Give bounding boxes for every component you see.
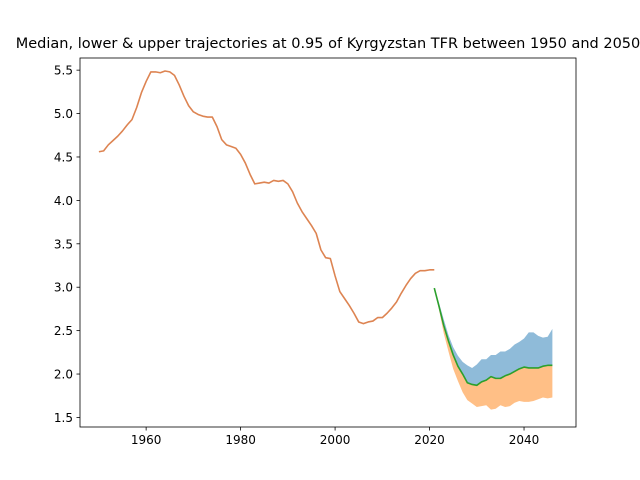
- x-tick-label: 2040: [509, 433, 540, 447]
- historical-tfr-line: [98, 70, 435, 325]
- y-tick-label: 1.5: [54, 411, 73, 425]
- x-tick-label: 2000: [320, 433, 351, 447]
- x-axis: 1960 1980 2000 2020 2040: [131, 427, 539, 447]
- y-tick-label: 3.5: [54, 237, 73, 251]
- lower-band-area: [434, 288, 553, 410]
- x-tick-label: 2020: [414, 433, 445, 447]
- upper-band-area: [434, 288, 553, 386]
- y-axis: 1.5 2.0 2.5 3.0 3.5 4.0 4.5 5.0 5.5: [54, 64, 80, 425]
- y-tick-label: 5.0: [54, 107, 73, 121]
- y-tick-label: 4.0: [54, 194, 73, 208]
- y-tick-label: 3.0: [54, 281, 73, 295]
- x-tick-label: 1980: [225, 433, 256, 447]
- x-tick-label: 1960: [131, 433, 162, 447]
- chart-title: Median, lower & upper trajectories at 0.…: [16, 36, 640, 52]
- y-tick-label: 2.5: [54, 324, 73, 338]
- confidence-bands: [434, 288, 553, 410]
- plot-frame: [79, 57, 577, 428]
- median-projection-line: [433, 287, 553, 387]
- series-lines: [98, 70, 553, 387]
- y-tick-label: 4.5: [54, 150, 73, 164]
- y-tick-label: 5.5: [54, 64, 73, 78]
- y-tick-label: 2.0: [54, 368, 73, 382]
